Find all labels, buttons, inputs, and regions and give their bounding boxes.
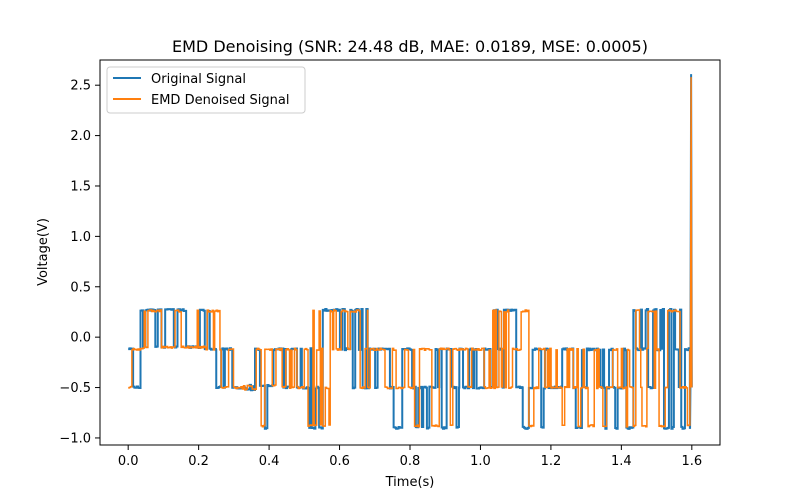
y-tick-label: −0.5 [59,381,91,396]
y-tick-label: 1.5 [70,179,91,194]
x-tick-label: 0.4 [259,454,280,469]
series-line-denoised [128,77,693,428]
legend-label-original: Original Signal [151,72,246,87]
y-tick-label: 2.5 [70,79,91,94]
x-tick-label: 0.8 [400,454,421,469]
y-tick-label: 1.0 [70,230,91,245]
y-tick-label: −1.0 [59,431,91,446]
y-axis-label: Voltage(V) [36,218,51,286]
x-tick-label: 1.6 [681,454,702,469]
series-layer [128,74,693,430]
x-tick-label: 0.2 [188,454,209,469]
x-tick-label: 1.2 [541,454,562,469]
x-axis-label: Time(s) [385,475,435,490]
x-tick-label: 1.4 [611,454,632,469]
legend-label-denoised: EMD Denoised Signal [151,93,289,108]
x-axis-ticks: 0.0 0.2 0.4 0.6 0.8 1.0 1.2 1.4 1.6 [118,445,702,469]
plot-area: 0.0 0.2 0.4 0.6 0.8 1.0 1.2 1.4 1.6 −1.0−0.50.00… [59,59,721,469]
x-tick-label: 0.0 [118,454,139,469]
y-tick-label: 0.5 [70,280,91,295]
y-axis-ticks: −1.0 −0.5 0.0 0.5 1.0 1.5 2.0 2.5 [59,79,100,446]
legend-box [106,66,306,114]
legend: Original Signal EMD Denoised Signal [106,66,306,114]
x-tick-label: 1.0 [470,454,491,469]
x-tick-label: 0.6 [329,454,350,469]
chart-title: EMD Denoising (SNR: 24.48 dB, MAE: 0.018… [172,37,648,56]
y-tick-label: 0.0 [70,331,91,346]
y-tick-label: 2.0 [70,129,91,144]
